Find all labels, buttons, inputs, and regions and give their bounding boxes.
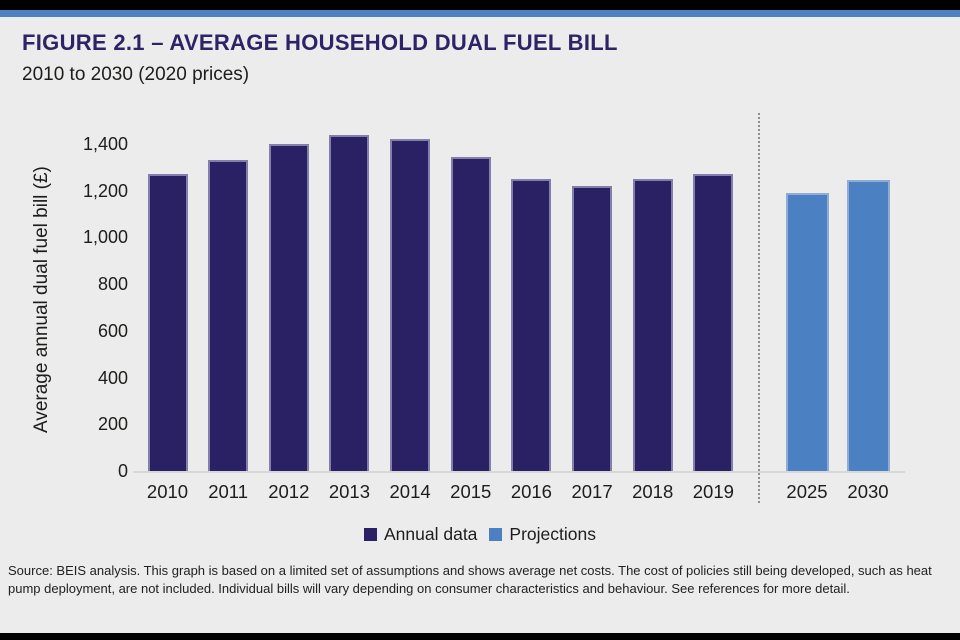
legend-item-annual-data: Annual data <box>364 524 477 545</box>
bar-annual-2016 <box>511 179 552 471</box>
bar-annual-2013 <box>329 134 370 471</box>
bar-annual-2018 <box>632 179 673 471</box>
x-label-2011: 2011 <box>208 481 249 502</box>
figure-subtitle: 2010 to 2030 (2020 prices) <box>22 64 250 85</box>
chart-legend: Annual data Projections <box>0 523 960 545</box>
legend-item-projections: Projections <box>489 524 596 545</box>
x-label-2015: 2015 <box>450 481 492 502</box>
y-tick-200: 200 <box>97 414 128 435</box>
x-label-2030: 2030 <box>847 481 889 502</box>
source-note: Source: BEIS analysis. This graph is bas… <box>8 563 932 596</box>
x-label-2018: 2018 <box>632 481 674 502</box>
bar-annual-2011 <box>208 160 249 471</box>
top-blue-accent-strip <box>0 10 960 17</box>
y-tick-0: 0 <box>117 461 128 481</box>
legend-label: Projections <box>509 523 596 544</box>
y-tick-1200: 1,200 <box>82 180 128 201</box>
bar-annual-2012 <box>268 144 309 471</box>
x-label-2025: 2025 <box>786 481 828 502</box>
bar-annual-2010 <box>147 174 188 471</box>
figure-title: FIGURE 2.1 – AVERAGE HOUSEHOLD DUAL FUEL… <box>22 30 618 55</box>
bar-annual-2019 <box>693 174 734 471</box>
x-label-2013: 2013 <box>328 481 371 502</box>
bar-projection-2025 <box>785 193 829 471</box>
projection-separator-dotted-line <box>758 113 760 503</box>
x-label-2012: 2012 <box>268 481 310 502</box>
y-tick-1400: 1,400 <box>82 134 128 154</box>
y-tick-600: 600 <box>97 320 128 341</box>
x-label-2010: 2010 <box>146 481 189 502</box>
x-axis-line <box>133 471 905 473</box>
bar-annual-2017 <box>572 186 613 471</box>
legend-label: Annual data <box>384 523 478 544</box>
x-label-2016: 2016 <box>510 481 552 502</box>
top-black-strip <box>0 0 960 10</box>
bar-annual-2014 <box>390 139 431 471</box>
bar-annual-2015 <box>450 156 491 471</box>
x-label-2019: 2019 <box>692 481 734 502</box>
x-label-2014: 2014 <box>389 481 431 502</box>
bar-projection-2030 <box>846 180 890 471</box>
y-tick-400: 400 <box>97 367 128 388</box>
y-tick-1000: 1,000 <box>82 227 128 248</box>
legend-swatch-icon <box>489 527 503 541</box>
y-tick-800: 800 <box>97 274 128 295</box>
x-label-2017: 2017 <box>571 481 613 502</box>
legend-swatch-icon <box>364 527 377 541</box>
bottom-black-strip <box>0 633 960 640</box>
